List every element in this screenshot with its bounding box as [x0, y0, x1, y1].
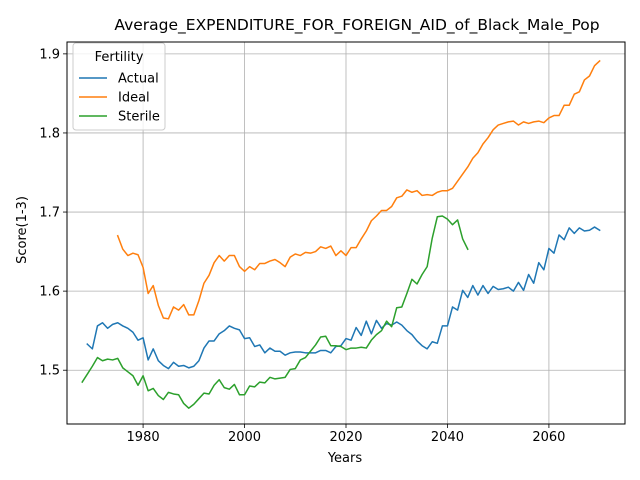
grid-layer [67, 42, 625, 424]
legend: Fertility Actual Ideal Sterile [72, 42, 166, 131]
x-tick-label: 2060 [532, 430, 565, 445]
y-tick-label: 1.6 [39, 285, 60, 300]
legend-items: Actual Ideal Sterile [79, 72, 160, 125]
series-line-actual [86, 226, 601, 370]
legend-label-sterile: Sterile [118, 110, 160, 125]
x-tick-label: 2020 [329, 430, 362, 445]
legend-label-ideal: Ideal [118, 91, 150, 106]
series-line-ideal [116, 59, 601, 320]
x-tick-label: 2040 [431, 430, 464, 445]
y-tick-label: 1.8 [39, 126, 60, 141]
legend-title: Fertility [95, 50, 144, 65]
y-tick-label: 1.7 [39, 206, 60, 221]
x-tick-label: 1980 [127, 430, 160, 445]
y-tick-label: 1.5 [39, 364, 60, 379]
x-axis-label: Years [327, 451, 363, 466]
y-tick-label: 1.9 [39, 47, 60, 62]
chart-title: Average_EXPENDITURE_FOR_FOREIGN_AID_of_B… [114, 16, 599, 35]
legend-label-actual: Actual [118, 72, 159, 87]
legend-box [72, 42, 166, 131]
y-axis-label: Score(1-3) [15, 196, 30, 264]
series-layer [81, 59, 601, 409]
ticks-layer: 1980 2000 2020 2040 2060 1.5 1.6 1.7 1.8 1.9 [39, 47, 565, 445]
x-tick-label: 2000 [228, 430, 261, 445]
series-line-sterile [81, 215, 469, 409]
